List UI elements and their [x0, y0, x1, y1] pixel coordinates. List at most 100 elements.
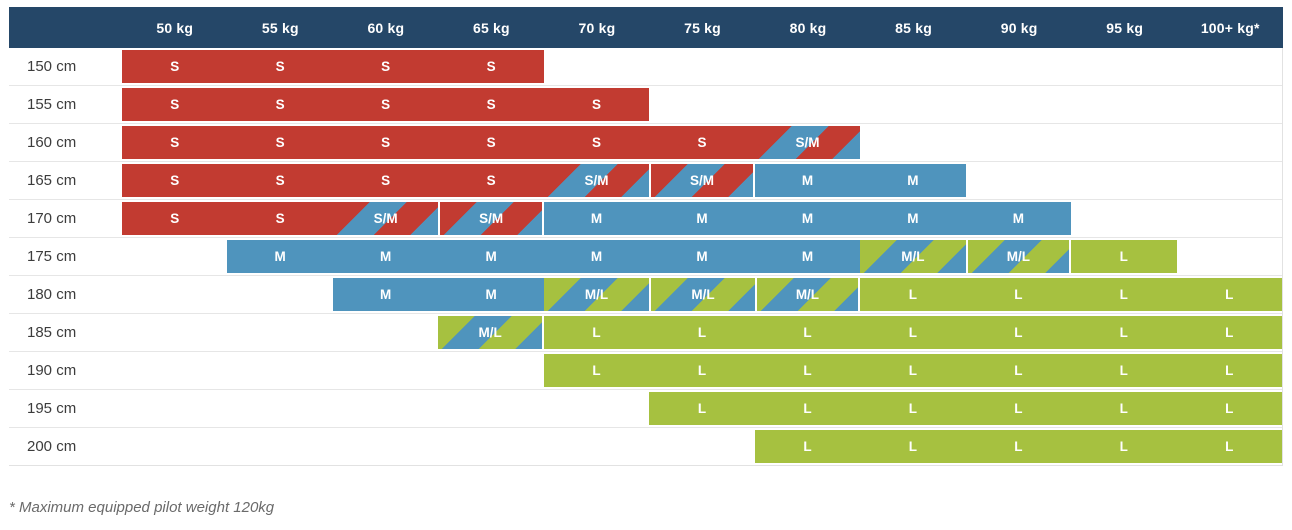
size-cell: M/L	[860, 240, 966, 273]
height-label: 175 cm	[27, 248, 77, 265]
size-cell: M	[543, 202, 650, 235]
size-cell: L	[1071, 392, 1177, 425]
empty-cell	[227, 430, 332, 463]
size-cell: M	[860, 164, 966, 197]
size-cell: M/L	[756, 278, 859, 311]
empty-cell	[122, 316, 227, 349]
size-cell: S/M	[332, 202, 439, 235]
weight-header-row: 50 kg 55 kg 60 kg 65 kg 70 kg 75 kg 80 kg 85 kg…	[9, 7, 1283, 48]
size-cell: S	[122, 202, 228, 235]
empty-cell	[966, 88, 1071, 121]
height-label: 155 cm	[27, 96, 77, 113]
size-cell: M/L	[543, 278, 650, 311]
size-cell: S	[122, 126, 228, 159]
size-cell: S	[332, 88, 439, 121]
size-cell: M	[649, 240, 755, 273]
empty-cell	[438, 392, 543, 425]
size-cell: L	[1176, 278, 1282, 311]
empty-cell	[1177, 88, 1282, 121]
footnote: * Maximum equipped pilot weight 120kg	[9, 499, 275, 516]
size-cell: L	[860, 392, 966, 425]
height-row: 165 cm S S S S S/M S/M M M	[9, 161, 1282, 199]
height-label: 190 cm	[27, 362, 77, 379]
size-cell: S	[438, 50, 544, 83]
size-cell: S	[438, 164, 544, 197]
size-cell: M	[227, 240, 333, 273]
size-chart-body: 150 cm S S S S 155 cm S S S S S 160 cm S S S S S S S/M 165 …	[9, 48, 1283, 466]
size-cell: L	[1071, 354, 1177, 387]
size-cell: M	[438, 278, 544, 311]
weight-header: 85 kg	[895, 19, 932, 36]
empty-cell	[544, 430, 649, 463]
size-cell: L	[754, 392, 861, 425]
empty-cell	[544, 50, 649, 83]
size-cell: S/M	[651, 164, 753, 197]
size-cell: S/M	[543, 164, 650, 197]
weight-header: 65 kg	[472, 19, 510, 36]
weight-header: 75 kg	[684, 19, 721, 36]
weight-header: 70 kg	[578, 19, 616, 36]
size-cell: S	[227, 50, 333, 83]
size-cell: M/L	[651, 278, 755, 311]
size-cell: S	[227, 202, 333, 235]
empty-cell	[333, 392, 438, 425]
size-cell: L	[965, 392, 1072, 425]
size-cell: L	[1176, 392, 1282, 425]
empty-cell	[1177, 164, 1282, 197]
empty-cell	[860, 50, 965, 83]
height-row: 180 cm M M M/L M/L M/L L L L L	[9, 275, 1282, 313]
size-cell: L	[1071, 240, 1177, 273]
empty-cell	[438, 430, 543, 463]
size-cell: M	[438, 240, 544, 273]
size-cell: L	[543, 316, 650, 349]
empty-cell	[1071, 164, 1176, 197]
height-row: 185 cm M/L L L L L L L L	[9, 313, 1282, 351]
empty-cell	[1177, 240, 1282, 273]
size-cell: S	[332, 164, 439, 197]
height-label: 180 cm	[27, 286, 77, 303]
empty-cell	[122, 240, 227, 273]
empty-cell	[122, 430, 227, 463]
height-label: 185 cm	[27, 324, 77, 341]
weight-header: 90 kg	[1000, 19, 1038, 36]
empty-cell	[966, 126, 1071, 159]
empty-cell	[755, 50, 860, 83]
height-label: 150 cm	[27, 58, 77, 75]
size-cell: L	[1176, 316, 1282, 349]
empty-cell	[1071, 50, 1176, 83]
size-cell: L	[1176, 354, 1282, 387]
height-label: 165 cm	[27, 172, 77, 189]
height-row: 170 cm S S S/M S/M M M M M M	[9, 199, 1282, 237]
size-cell: L	[860, 316, 966, 349]
size-cell: M/L	[967, 240, 1070, 273]
empty-cell	[1071, 88, 1176, 121]
size-cell: S	[227, 164, 333, 197]
size-cell: L	[754, 316, 861, 349]
size-cell: S	[543, 126, 650, 159]
weight-header: 60 kg	[367, 19, 405, 36]
empty-cell	[966, 50, 1071, 83]
size-cell: L	[754, 430, 861, 463]
height-row: 150 cm S S S S	[9, 48, 1282, 85]
size-cell: M	[754, 240, 861, 273]
size-cell: L	[754, 354, 861, 387]
height-label: 170 cm	[27, 210, 77, 227]
height-row: 200 cm L L L L L	[9, 427, 1282, 465]
empty-cell	[966, 164, 1071, 197]
size-cell: S	[649, 126, 755, 159]
size-cell: S	[438, 126, 544, 159]
empty-cell	[227, 316, 332, 349]
height-label: 195 cm	[27, 400, 77, 417]
empty-cell	[438, 354, 543, 387]
height-row: 190 cm L L L L L L L	[9, 351, 1282, 389]
empty-cell	[122, 392, 227, 425]
size-cell: L	[860, 278, 966, 311]
empty-cell	[333, 430, 438, 463]
size-cell: L	[860, 354, 966, 387]
size-cell: S/M	[754, 126, 861, 159]
size-cell: L	[649, 316, 755, 349]
size-cell: L	[1176, 430, 1282, 463]
size-cell: L	[649, 354, 755, 387]
empty-cell	[122, 278, 227, 311]
empty-cell	[227, 392, 332, 425]
